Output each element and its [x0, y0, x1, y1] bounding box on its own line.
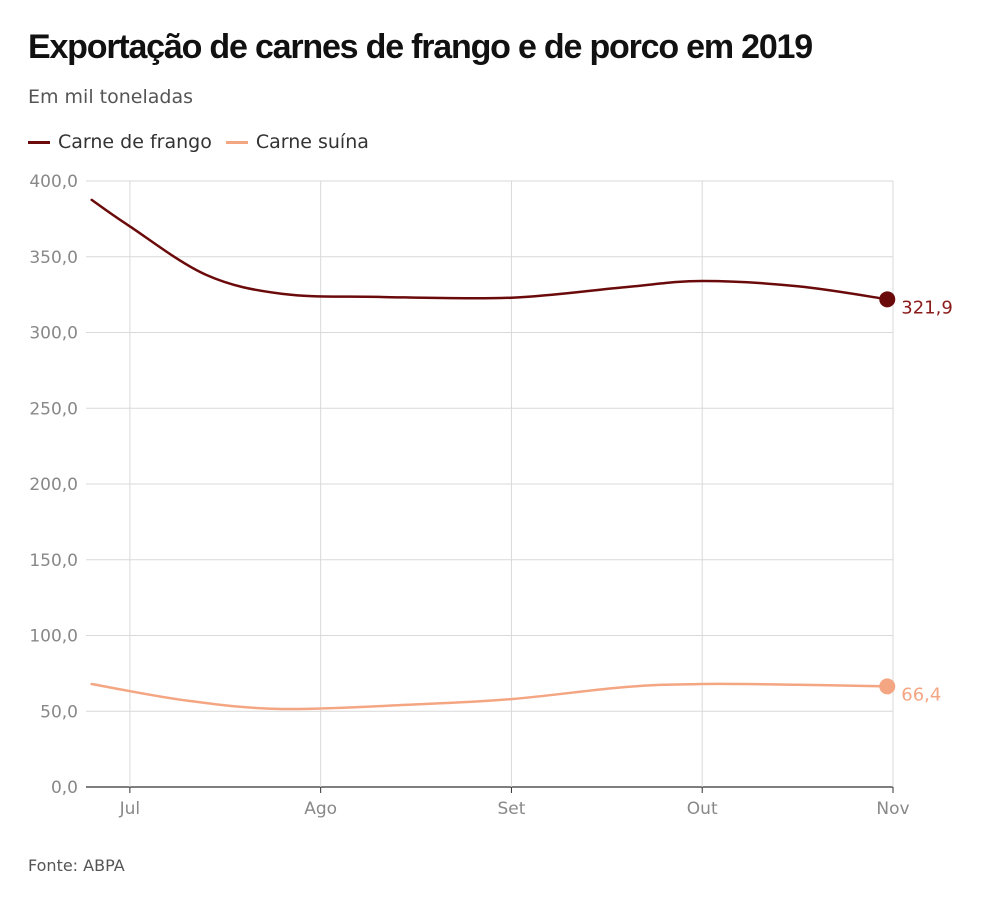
x-tick-label: Set — [497, 799, 525, 819]
chart-subtitle: Em mil toneladas — [28, 86, 193, 108]
legend-label-frango: Carne de frango — [58, 131, 212, 153]
legend-item-suina: Carne suína — [225, 131, 369, 153]
chart-title: Exportação de carnes de frango e de porc… — [28, 28, 813, 66]
legend: Carne de frango Carne suína — [28, 131, 383, 153]
y-tick-label: 150,0 — [29, 551, 78, 571]
end-label-suina: 66,4 — [901, 684, 941, 705]
end-label-frango: 321,9 — [901, 297, 953, 318]
y-tick-label: 0,0 — [51, 778, 78, 798]
series-lines — [90, 198, 896, 711]
axes: 0,0 50,0 100,0 150,0 200,0 250,0 300,0 350,0 400… — [29, 172, 909, 819]
series-line-frango — [90, 198, 889, 301]
y-tick-label: 350,0 — [29, 248, 78, 268]
y-tick-label: 50,0 — [40, 702, 78, 722]
y-tick-label: 300,0 — [29, 324, 78, 344]
legend-swatch-suina — [225, 140, 248, 144]
legend-item-frango: Carne de frango — [28, 131, 212, 153]
y-tick-label: 200,0 — [29, 475, 78, 495]
end-point-suina — [879, 678, 896, 695]
y-tick-label: 100,0 — [29, 627, 78, 647]
x-tick-label: Out — [687, 799, 718, 819]
y-tick-label: 250,0 — [29, 399, 78, 419]
x-tick-label: Ago — [304, 799, 337, 819]
data-labels: 321,9 66,4 — [901, 297, 953, 705]
grid-lines — [86, 180, 894, 788]
x-tick-label: Nov — [876, 799, 909, 819]
source-note: Fonte: ABPA — [28, 856, 125, 875]
series-line-suina — [90, 682, 889, 711]
x-tick-label: Jul — [119, 799, 141, 819]
y-tick-label: 400,0 — [29, 172, 78, 192]
legend-swatch-frango — [28, 140, 50, 144]
legend-label-suina: Carne suína — [255, 131, 369, 153]
end-point-frango — [879, 291, 896, 308]
